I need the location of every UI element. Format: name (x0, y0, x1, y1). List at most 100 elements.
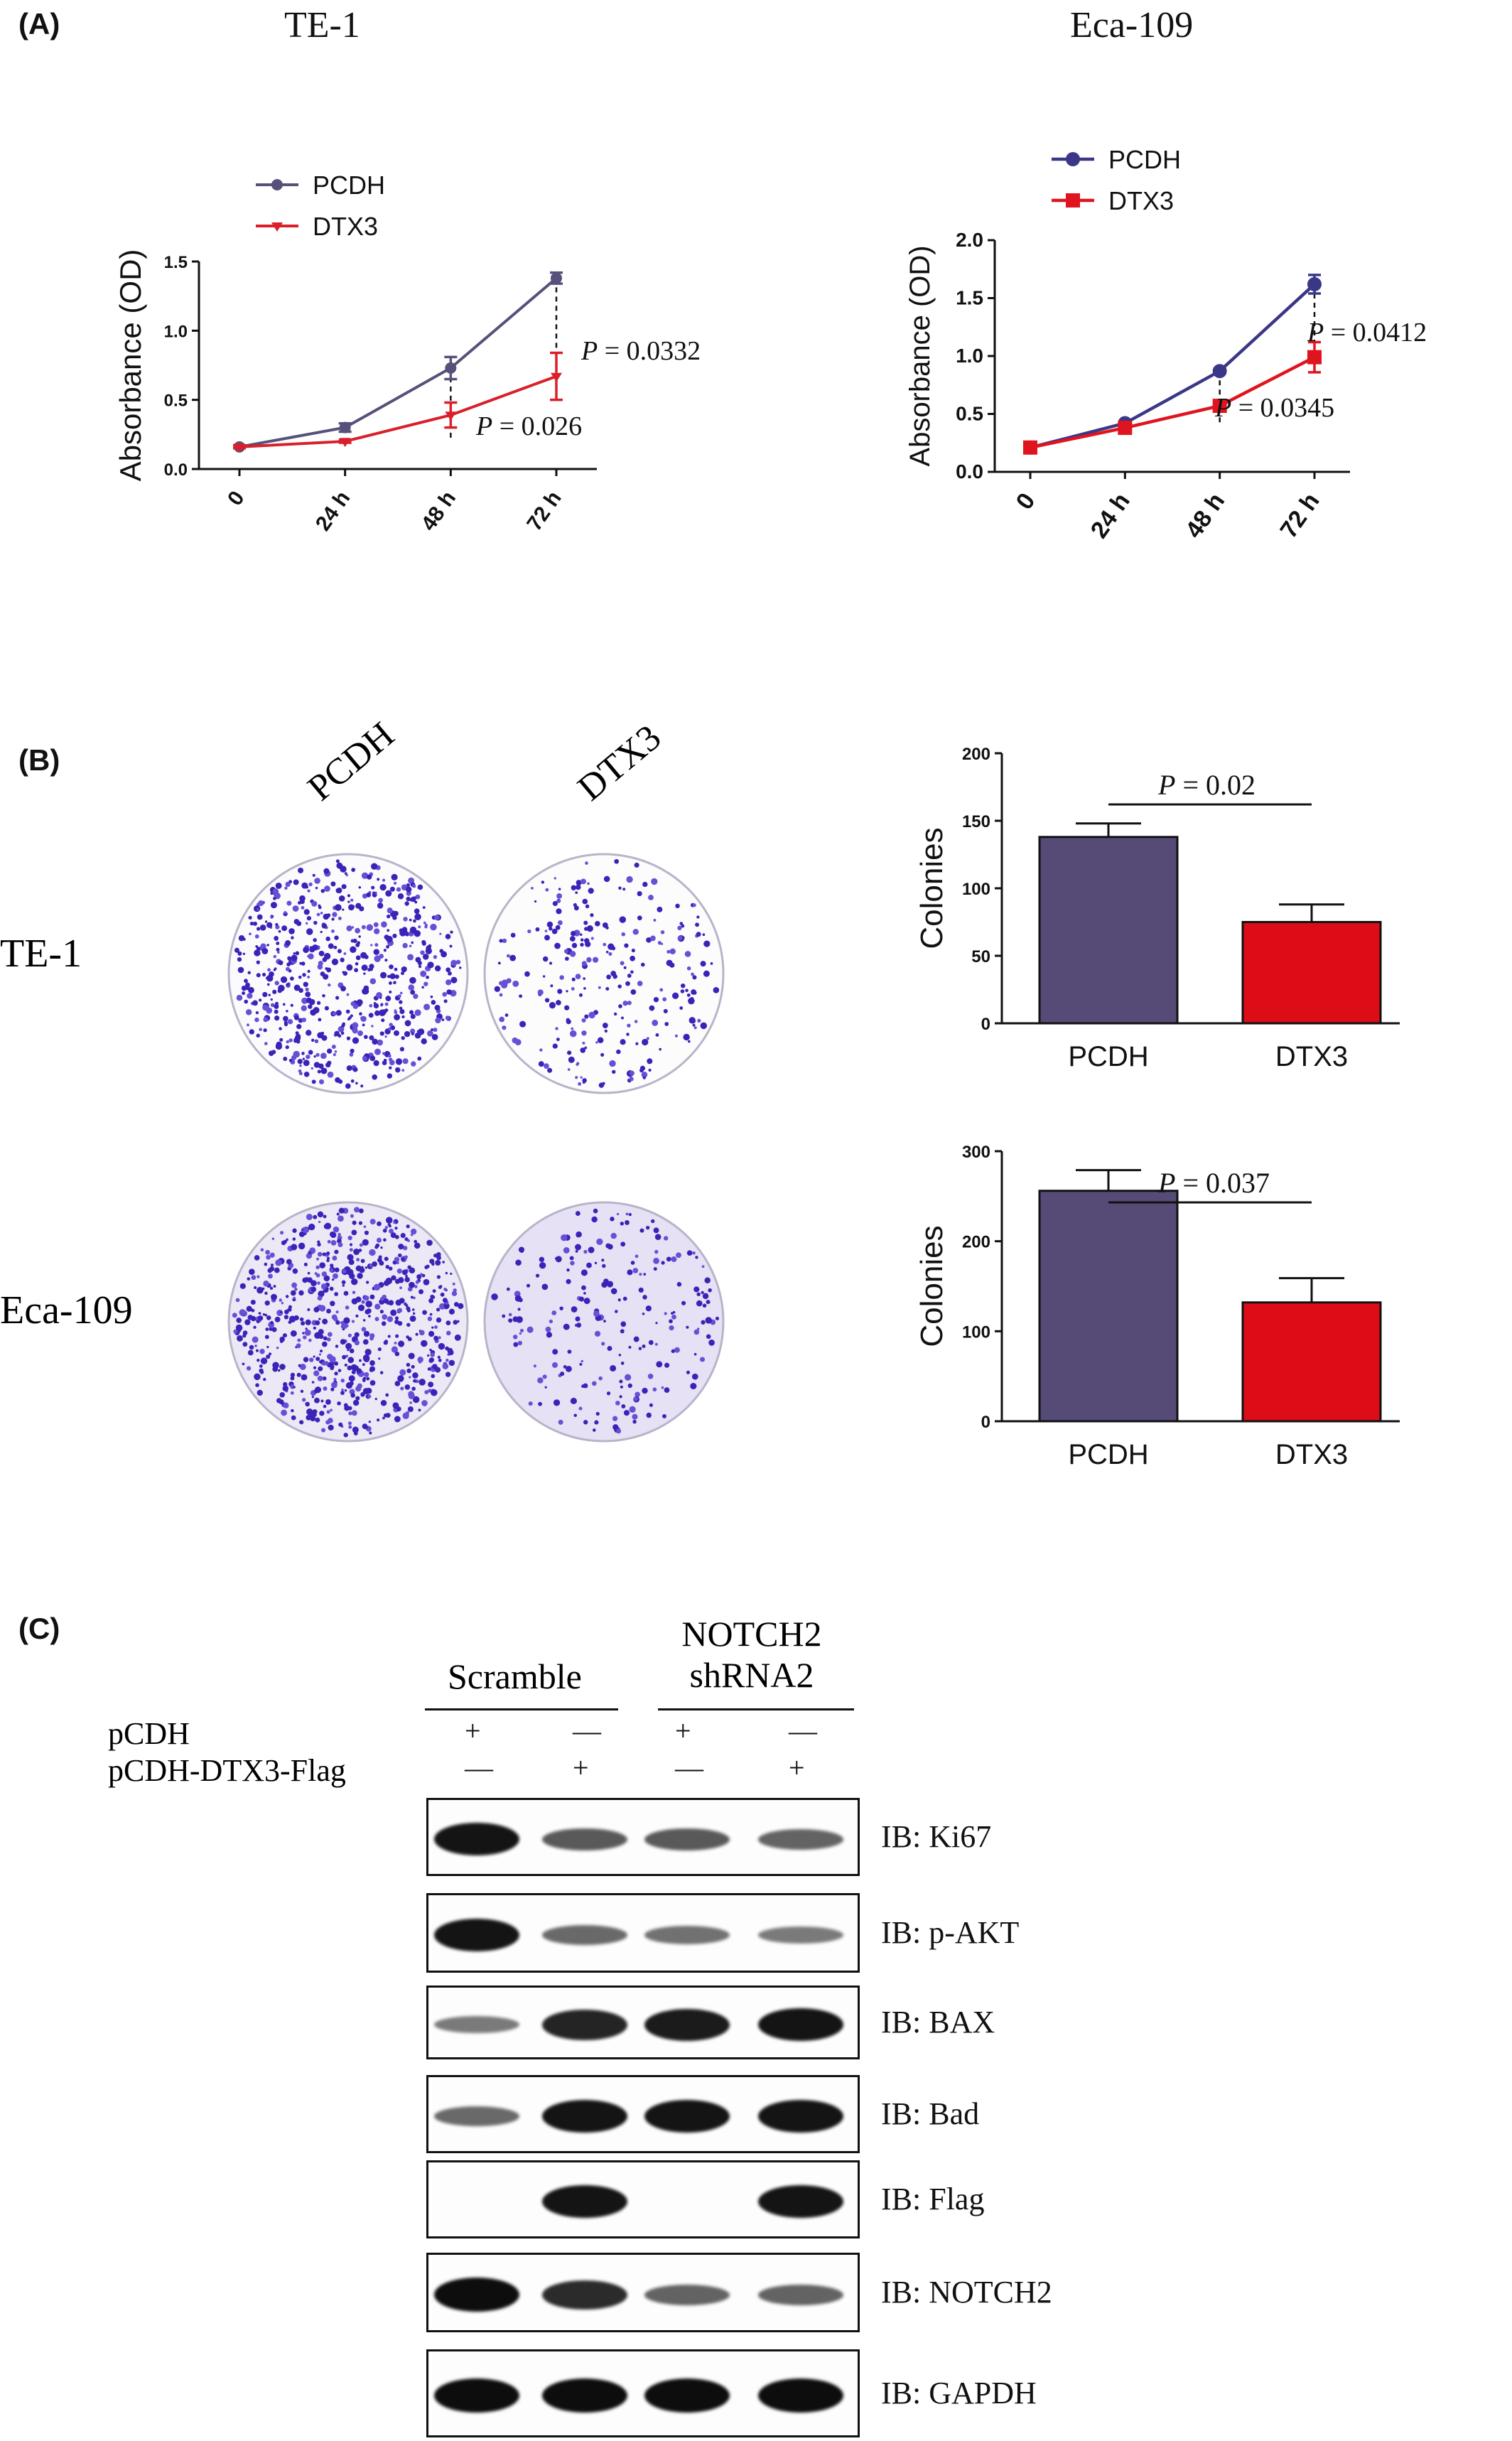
colony (276, 1398, 282, 1403)
colony (302, 1332, 305, 1335)
colony (412, 1312, 416, 1315)
colony (313, 1214, 318, 1219)
colony (567, 1050, 572, 1055)
colony (352, 1028, 358, 1034)
colony (242, 952, 246, 955)
colony (627, 1023, 631, 1028)
colony (542, 975, 546, 978)
colony (639, 1273, 642, 1276)
band-lane-1 (434, 2016, 519, 2033)
colony (506, 954, 510, 958)
colony (588, 1246, 595, 1254)
colony (642, 1076, 646, 1079)
colony (686, 993, 691, 997)
colony (639, 1228, 644, 1233)
colony (610, 1364, 617, 1372)
colony (290, 1391, 294, 1395)
colony (264, 1300, 270, 1306)
blot-label-gapdh: IB: GAPDH (881, 2376, 1037, 2410)
colony (555, 925, 561, 930)
colony (369, 1219, 376, 1225)
colony (578, 993, 583, 997)
colony (352, 1003, 359, 1009)
colony (567, 1068, 571, 1071)
colony (421, 1273, 426, 1278)
colony (319, 1262, 326, 1268)
blot-gapdh (426, 2349, 860, 2437)
colony (641, 1071, 648, 1078)
colony (254, 1373, 261, 1381)
x-tick-label: 0 (223, 487, 249, 510)
colony (346, 993, 350, 996)
colony (308, 1227, 310, 1230)
band-lane-3 (644, 2009, 730, 2041)
colony (571, 987, 575, 991)
colony (625, 1374, 632, 1381)
colony (295, 951, 300, 956)
colony (310, 1038, 315, 1042)
colony (380, 1246, 383, 1249)
colony (398, 1244, 404, 1250)
colony (686, 1325, 689, 1329)
band-lane-2 (542, 2185, 627, 2218)
colony (374, 943, 379, 947)
colony (283, 1057, 288, 1062)
band-lane-2 (542, 2010, 627, 2040)
colony (286, 1259, 292, 1265)
colony (423, 921, 426, 925)
colony (685, 988, 688, 993)
colony (360, 1015, 367, 1022)
colony (686, 1250, 693, 1256)
colony (692, 1374, 697, 1379)
colony (582, 1041, 585, 1045)
colony (282, 1385, 289, 1392)
colony (544, 998, 550, 1003)
notch2-label: NOTCH2 (681, 1614, 822, 1654)
colony (317, 1281, 320, 1285)
colony (316, 1001, 321, 1006)
colony (344, 1389, 347, 1392)
colony (304, 1329, 311, 1336)
colony (569, 1030, 577, 1038)
colony (448, 1359, 455, 1367)
colony (617, 1298, 621, 1302)
colony (620, 1241, 626, 1247)
colony (355, 1082, 358, 1085)
colony (632, 1413, 638, 1420)
y-tick-label: 1.0 (956, 345, 983, 367)
colony (316, 1335, 320, 1338)
colony (248, 915, 252, 920)
colony (607, 975, 611, 980)
colony (445, 1271, 448, 1275)
data-point (234, 443, 245, 453)
y-tick-label: 50 (971, 947, 990, 966)
colony (595, 1041, 598, 1044)
colony (693, 1329, 700, 1335)
colony (292, 1237, 296, 1241)
colony (422, 954, 429, 960)
colony (256, 1320, 260, 1324)
colony (276, 1041, 282, 1048)
colony (389, 1229, 394, 1234)
colony (575, 1211, 580, 1216)
colony (538, 1061, 544, 1067)
colony (547, 1067, 553, 1073)
colony (342, 908, 345, 911)
legend-label: DTX3 (1108, 186, 1174, 215)
colony (281, 1409, 287, 1416)
colony (346, 1065, 352, 1072)
colony (296, 1372, 301, 1377)
colony (310, 1009, 317, 1016)
colony (267, 1268, 273, 1273)
colony (666, 1256, 671, 1262)
colony (443, 1288, 447, 1291)
colony (308, 953, 314, 960)
colony (287, 1019, 293, 1025)
colony (508, 1318, 513, 1323)
colony (359, 1359, 362, 1362)
colony (369, 1249, 376, 1256)
colony (372, 1261, 377, 1267)
colony (653, 918, 657, 922)
colony (553, 1399, 561, 1406)
x-tick-label: DTX3 (1275, 1041, 1348, 1072)
